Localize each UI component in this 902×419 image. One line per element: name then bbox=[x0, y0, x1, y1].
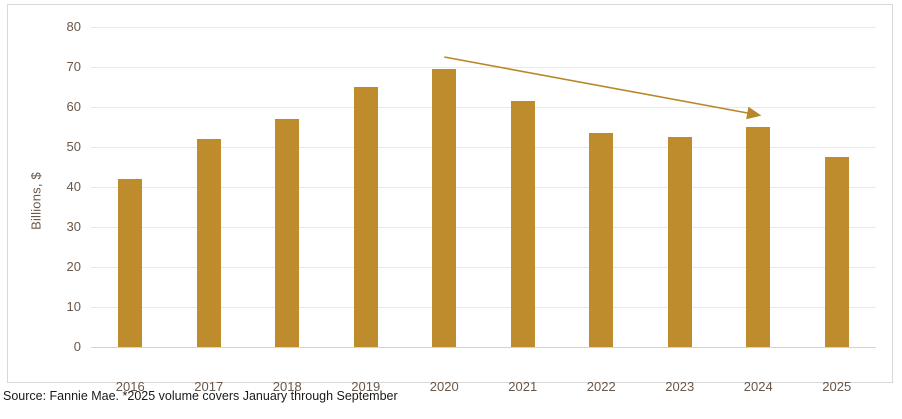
gridline-20 bbox=[91, 267, 876, 268]
y-axis-tick-labels: 80 70 60 50 40 30 20 10 0 bbox=[8, 19, 81, 354]
x-label-2022: 2022 bbox=[586, 379, 616, 394]
bar-slot-2022 bbox=[562, 27, 641, 347]
bar-slot-2019 bbox=[327, 27, 406, 347]
chart-container: Billions, $ 80 70 60 50 40 30 20 10 0 2016 2017 20… bbox=[7, 4, 893, 394]
x-label-2020: 2020 bbox=[429, 379, 459, 394]
x-axis-line bbox=[91, 347, 876, 348]
bar-2021 bbox=[510, 101, 535, 347]
bar-2016 bbox=[118, 179, 143, 347]
bar-2020 bbox=[432, 69, 457, 347]
bar-2022 bbox=[589, 133, 614, 347]
bar-slot-2024 bbox=[719, 27, 798, 347]
bar-2019 bbox=[353, 87, 378, 347]
plot-area bbox=[91, 27, 876, 348]
x-label-2019: 2019 bbox=[351, 379, 381, 394]
bar-slot-2023 bbox=[641, 27, 720, 347]
bar-slot-2018 bbox=[248, 27, 327, 347]
y-tick-label-30: 30 bbox=[66, 219, 81, 234]
bar-2025 bbox=[824, 157, 849, 347]
bar-series bbox=[91, 27, 876, 347]
gridline-80 bbox=[91, 27, 876, 28]
x-label-2016: 2016 bbox=[115, 379, 145, 394]
y-tick-label-10: 10 bbox=[66, 299, 81, 314]
bar-2024 bbox=[746, 127, 771, 347]
bar-slot-2016 bbox=[91, 27, 170, 347]
bar-slot-2025 bbox=[798, 27, 877, 347]
y-tick-label-60: 60 bbox=[66, 99, 81, 114]
x-label-2025: 2025 bbox=[822, 379, 852, 394]
x-label-2024: 2024 bbox=[743, 379, 773, 394]
y-tick-label-40: 40 bbox=[66, 179, 81, 194]
x-label-2021: 2021 bbox=[508, 379, 538, 394]
y-tick-label-20: 20 bbox=[66, 259, 81, 274]
bar-slot-2021 bbox=[484, 27, 563, 347]
y-tick-label-50: 50 bbox=[66, 139, 81, 154]
source-note: Source: Fannie Mae. *2025 volume covers … bbox=[3, 389, 398, 403]
x-label-2018: 2018 bbox=[272, 379, 302, 394]
gridline-10 bbox=[91, 307, 876, 308]
bar-2023 bbox=[667, 137, 692, 347]
bar-2017 bbox=[196, 139, 221, 347]
y-tick-label-80: 80 bbox=[66, 19, 81, 34]
gridline-50 bbox=[91, 147, 876, 148]
y-tick-label-70: 70 bbox=[66, 59, 81, 74]
x-label-2017: 2017 bbox=[194, 379, 224, 394]
bar-2018 bbox=[275, 119, 300, 347]
y-tick-label-0: 0 bbox=[73, 339, 81, 354]
bar-slot-2020 bbox=[405, 27, 484, 347]
gridline-40 bbox=[91, 187, 876, 188]
x-axis-category-labels: 2016 2017 2018 2019 2020 2021 2022 2023 2024 2025 bbox=[91, 379, 876, 394]
bar-slot-2017 bbox=[170, 27, 249, 347]
x-label-2023: 2023 bbox=[665, 379, 695, 394]
gridline-30 bbox=[91, 227, 876, 228]
